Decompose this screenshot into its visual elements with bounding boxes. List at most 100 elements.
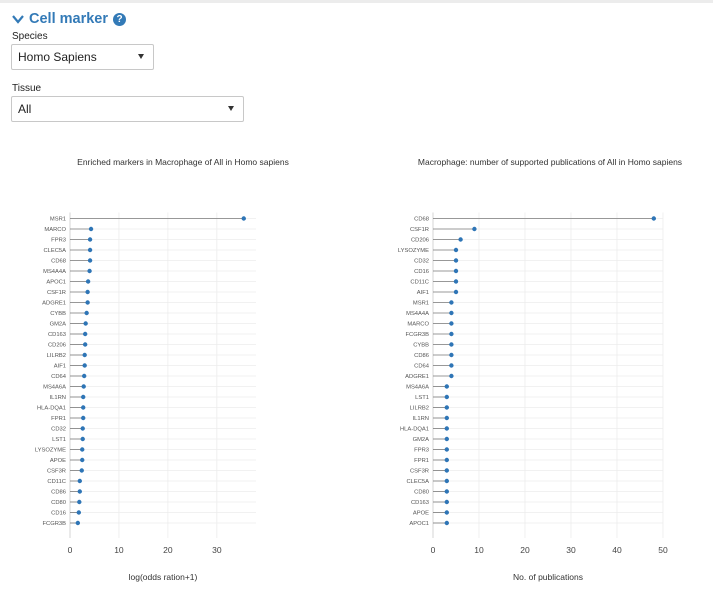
x-tick-label: 50	[658, 545, 668, 555]
x-tick-label: 10	[474, 545, 484, 555]
lollipop-marker	[444, 499, 449, 505]
category-label: FCGR3B	[405, 332, 429, 338]
category-label: MARCO	[44, 227, 66, 233]
lollipop-marker	[453, 258, 459, 263]
category-label: MS4A4A	[406, 311, 429, 317]
lollipop-marker	[85, 279, 91, 284]
category-label: CD64	[414, 364, 430, 370]
category-label: CSF3R	[47, 469, 66, 475]
lollipop-marker	[444, 520, 449, 526]
category-label: FCGR3B	[42, 521, 66, 527]
lollipop-marker	[80, 447, 85, 452]
category-label: APOC1	[409, 521, 429, 527]
chevron-down-icon[interactable]	[11, 12, 25, 26]
lollipop-marker	[449, 352, 454, 358]
x-tick-label: 0	[68, 545, 73, 555]
top-border	[0, 0, 713, 3]
category-label: MSR1	[50, 217, 66, 223]
category-label: MS4A4A	[43, 269, 66, 275]
lollipop-marker	[444, 394, 449, 400]
lollipop-marker	[82, 342, 88, 347]
lollipop-marker	[87, 258, 93, 263]
lollipop-marker	[77, 489, 82, 494]
lollipop-marker	[453, 268, 459, 274]
lollipop-marker	[81, 394, 86, 400]
lollipop-marker	[87, 268, 92, 274]
category-label: CD11C	[410, 280, 429, 286]
category-label: LILRB2	[47, 353, 66, 359]
lollipop-marker	[80, 457, 85, 463]
category-label: FPR3	[51, 238, 66, 244]
category-label: GM2A	[413, 437, 430, 443]
lollipop-marker	[80, 426, 85, 431]
lollipop-marker	[75, 520, 81, 526]
lollipop-marker	[77, 499, 82, 505]
lollipop-marker	[84, 310, 89, 316]
x-tick-label: 40	[612, 545, 622, 555]
x-tick-label: 20	[520, 545, 530, 555]
category-label: HLA-DQA1	[400, 427, 429, 433]
species-label: Species	[12, 31, 48, 42]
category-label: MSR1	[413, 301, 429, 307]
category-label: GM2A	[50, 322, 67, 328]
category-label: APOE	[413, 511, 429, 517]
lollipop-marker	[444, 436, 449, 442]
question-icon[interactable]: ?	[113, 12, 126, 26]
lollipop-marker	[449, 321, 454, 326]
lollipop-marker	[76, 510, 82, 515]
tissue-select[interactable]: All	[11, 96, 244, 122]
category-label: CD206	[411, 238, 429, 244]
category-label: LILRB2	[410, 406, 429, 412]
x-tick-label: 30	[566, 545, 576, 555]
chart-title: Enriched markers in Macrophage of All in…	[77, 157, 289, 167]
category-label: CD68	[414, 217, 429, 223]
lollipop-marker	[453, 279, 459, 284]
section-header[interactable]: Cell marker ?	[11, 10, 126, 28]
lollipop-marker	[77, 478, 82, 484]
category-label: FPR1	[414, 458, 429, 464]
category-label: FPR3	[414, 448, 429, 454]
category-label: CSF1R	[47, 290, 66, 296]
category-label: LST1	[52, 437, 66, 443]
lollipop-marker	[472, 226, 477, 232]
category-label: LYSOZYME	[35, 448, 66, 454]
category-label: CD16	[51, 511, 66, 517]
lollipop-marker	[444, 405, 449, 410]
lollipop-marker	[444, 384, 449, 389]
category-label: ADGRE1	[42, 301, 66, 307]
section-title: Cell marker	[29, 11, 108, 27]
category-label: MARCO	[407, 322, 429, 328]
category-label: CD206	[48, 343, 66, 349]
lollipop-marker	[444, 478, 449, 484]
tissue-label: Tissue	[12, 83, 42, 94]
lollipop-marker	[80, 436, 85, 442]
lollipop-marker	[85, 289, 90, 295]
lollipop-marker	[241, 216, 246, 221]
lollipop-marker	[88, 226, 94, 232]
species-select[interactable]: Homo Sapiens	[11, 44, 154, 70]
category-label: AIF1	[417, 290, 429, 296]
lollipop-marker	[444, 489, 449, 494]
category-label: CD86	[414, 353, 429, 359]
lollipop-marker	[449, 310, 454, 316]
lollipop-marker	[81, 405, 86, 410]
lollipop-marker	[82, 331, 88, 337]
lollipop-marker	[81, 384, 86, 389]
x-tick-label: 10	[114, 545, 124, 555]
x-tick-label: 30	[212, 545, 222, 555]
lollipop-marker	[449, 300, 454, 305]
category-label: CD64	[51, 374, 67, 380]
category-label: LYSOZYME	[398, 248, 429, 254]
lollipop-marker	[449, 331, 454, 337]
chart-title: Macrophage: number of supported publicat…	[418, 157, 682, 167]
lollipop-marker	[82, 363, 87, 368]
category-label: IL1RN	[413, 416, 429, 422]
lollipop-marker	[87, 247, 93, 253]
lollipop-marker	[453, 289, 459, 295]
category-label: APOC1	[46, 280, 66, 286]
category-label: IL1RN	[50, 395, 66, 401]
lollipop-marker	[79, 468, 84, 473]
lollipop-marker	[458, 237, 463, 242]
category-label: CYBB	[50, 311, 66, 317]
lollipop-marker	[82, 352, 87, 358]
